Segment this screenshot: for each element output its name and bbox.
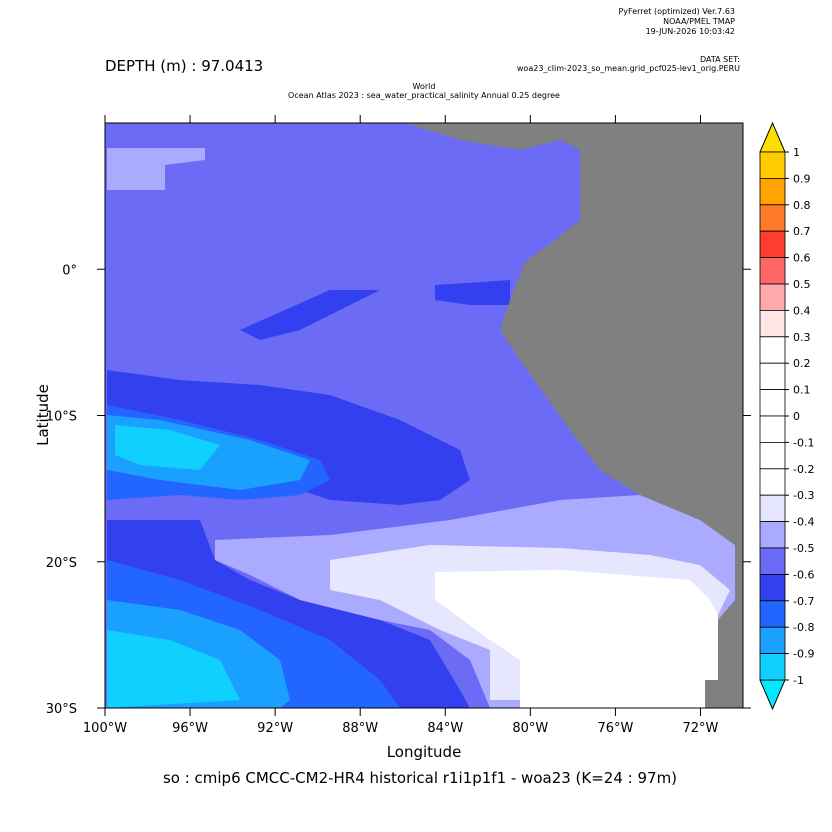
y-tick-label: 10°S <box>46 410 77 425</box>
salinity-region <box>107 630 240 708</box>
colorbar-label: -1 <box>793 674 804 687</box>
colorbar-label: 0.9 <box>793 172 811 185</box>
colorbar-box <box>759 389 786 417</box>
salinity-region <box>107 370 470 505</box>
colorbar-label: 0.5 <box>793 278 811 291</box>
salinity-region <box>240 290 380 340</box>
colorbar-over <box>759 121 786 153</box>
x-axis-label: Longitude <box>387 743 462 761</box>
depth: DEPTH (m) : 97.0413 <box>105 57 263 75</box>
colorbar-box <box>759 441 786 470</box>
program: PyFerret (optimized) Ver.7.63 <box>618 7 735 16</box>
colorbar-box <box>759 494 786 523</box>
colorbar-label: -0.3 <box>793 489 814 502</box>
x-tick-label: 80°W <box>512 721 548 736</box>
colorbar-label: 0.8 <box>793 199 811 212</box>
colorbar-label: 0.2 <box>793 357 811 370</box>
colorbar-box <box>759 653 786 681</box>
colorbar-box <box>759 177 786 206</box>
colorbar-box <box>759 626 786 655</box>
colorbar-under <box>759 679 786 711</box>
y-tick-label: 30°S <box>46 702 77 717</box>
colorbar-label: -0.7 <box>793 595 814 608</box>
x-tick-label: 72°W <box>683 721 719 736</box>
colorbar-label: 0.7 <box>793 225 811 238</box>
colorbar-box <box>759 151 786 179</box>
title: World <box>413 82 436 91</box>
land <box>405 123 743 708</box>
colorbar-label: 0 <box>793 410 800 423</box>
date: 19-JUN-2026 10:03:42 <box>646 27 735 36</box>
colorbar-label: 1 <box>793 146 800 159</box>
colorbar-box <box>759 309 786 338</box>
x-tick-label: 84°W <box>427 721 463 736</box>
colorbar-box <box>759 204 786 232</box>
x-tick-label: 100°W <box>83 721 127 736</box>
x-tick-label: 76°W <box>597 721 633 736</box>
org: NOAA/PMEL TMAP <box>663 17 735 26</box>
colorbar-box <box>759 547 786 575</box>
salinity-region <box>115 425 220 470</box>
footer: so : cmip6 CMCC-CM2-HR4 historical r1i1p… <box>163 769 677 787</box>
x-tick-label: 92°W <box>257 721 293 736</box>
x-tick-label: 96°W <box>172 721 208 736</box>
colorbar-box <box>759 600 786 628</box>
salinity-region <box>503 408 528 428</box>
colorbar-box <box>759 415 786 443</box>
colorbar-label: -0.2 <box>793 463 814 476</box>
salinity-region <box>107 148 205 190</box>
colorbar-label: -0.4 <box>793 516 814 529</box>
colorbar-label: -0.8 <box>793 621 814 634</box>
title: Ocean Atlas 2023 : sea_water_practical_s… <box>288 91 560 100</box>
colorbar-box <box>759 574 786 602</box>
colorbar-label: 0.3 <box>793 331 811 344</box>
colorbar-label: 0.6 <box>793 252 811 265</box>
y-tick-label: 0° <box>62 263 77 278</box>
dataset-label: DATA SET: <box>700 55 740 64</box>
salinity-region <box>435 280 510 305</box>
colorbar-box <box>759 283 786 311</box>
colorbar-label: 0.1 <box>793 384 811 397</box>
field <box>105 123 743 708</box>
colorbar-box <box>759 362 786 391</box>
dataset: woa23_clim-2023_so_mean.grid_pcf025-lev1… <box>517 64 740 73</box>
colorbar-box <box>759 257 786 285</box>
colorbar-label: -0.9 <box>793 648 814 661</box>
colorbar-box <box>759 336 786 364</box>
colorbar-label: -0.5 <box>793 542 814 555</box>
y-tick-label: 20°S <box>46 556 77 571</box>
colorbar-box <box>759 521 786 549</box>
x-tick-label: 88°W <box>342 721 378 736</box>
salinity-region <box>435 570 718 708</box>
colorbar-label: 0.4 <box>793 304 811 317</box>
colorbar-box <box>759 468 786 496</box>
colorbar-box <box>759 230 786 258</box>
y-axis-label: Latitude <box>34 384 52 446</box>
colorbar-label: -0.6 <box>793 568 814 581</box>
colorbar-label: -0.1 <box>793 436 814 449</box>
